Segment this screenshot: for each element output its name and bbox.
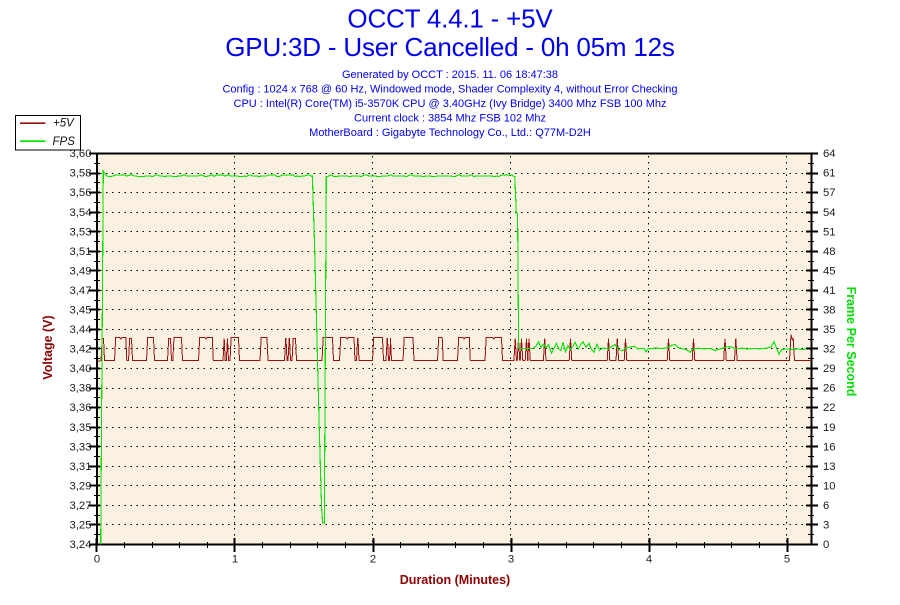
- svg-text:19: 19: [823, 422, 836, 434]
- svg-text:1: 1: [232, 554, 238, 566]
- svg-text:3,44: 3,44: [70, 324, 92, 336]
- svg-text:3,40: 3,40: [70, 363, 92, 375]
- svg-text:0: 0: [823, 539, 829, 551]
- svg-text:41: 41: [823, 285, 836, 297]
- svg-text:CPU : Intel(R) Core(TM) i5-357: CPU : Intel(R) Core(TM) i5-3570K CPU @ 3…: [234, 98, 667, 110]
- svg-text:3,45: 3,45: [70, 305, 92, 317]
- svg-text:3,29: 3,29: [70, 481, 92, 493]
- svg-text:3,53: 3,53: [70, 226, 92, 238]
- svg-text:3: 3: [508, 554, 514, 566]
- svg-text:16: 16: [823, 441, 836, 453]
- svg-text:Config : 1024 x 768 @ 60 Hz, W: Config : 1024 x 768 @ 60 Hz, Windowed mo…: [222, 84, 677, 96]
- svg-text:3,38: 3,38: [70, 383, 92, 395]
- svg-text:6: 6: [823, 500, 829, 512]
- svg-text:Duration (Minutes): Duration (Minutes): [400, 573, 510, 587]
- svg-text:61: 61: [823, 168, 836, 180]
- svg-text:51: 51: [823, 226, 836, 238]
- svg-text:FPS: FPS: [53, 136, 76, 148]
- svg-text:3,54: 3,54: [70, 207, 92, 219]
- svg-text:+5V: +5V: [53, 118, 75, 130]
- svg-text:64: 64: [823, 148, 836, 160]
- svg-text:MotherBoard : Gigabyte Technol: MotherBoard : Gigabyte Technology Co., L…: [309, 127, 591, 139]
- svg-text:3,60: 3,60: [70, 148, 92, 160]
- svg-text:Generated by OCCT : 2015. 11.: Generated by OCCT : 2015. 11. 06 18:47:3…: [342, 69, 558, 81]
- svg-text:3,58: 3,58: [70, 168, 92, 180]
- svg-text:38: 38: [823, 305, 836, 317]
- svg-text:3,36: 3,36: [70, 402, 92, 414]
- svg-text:Voltage (V): Voltage (V): [41, 315, 55, 379]
- svg-text:13: 13: [823, 461, 836, 473]
- svg-text:3,35: 3,35: [70, 422, 92, 434]
- svg-text:35: 35: [823, 324, 836, 336]
- svg-text:22: 22: [823, 402, 836, 414]
- svg-text:3,33: 3,33: [70, 441, 92, 453]
- svg-text:29: 29: [823, 363, 836, 375]
- svg-text:3,56: 3,56: [70, 187, 92, 199]
- svg-text:3,24: 3,24: [70, 539, 92, 551]
- svg-text:3: 3: [823, 520, 829, 532]
- svg-text:3,25: 3,25: [70, 520, 92, 532]
- svg-text:5: 5: [784, 554, 790, 566]
- svg-text:3,27: 3,27: [70, 500, 92, 512]
- svg-text:3,51: 3,51: [70, 246, 92, 258]
- svg-text:57: 57: [823, 187, 836, 199]
- svg-text:OCCT 4.4.1 - +5V: OCCT 4.4.1 - +5V: [347, 4, 553, 34]
- svg-text:54: 54: [823, 207, 836, 219]
- svg-text:26: 26: [823, 383, 836, 395]
- svg-text:32: 32: [823, 344, 836, 356]
- svg-text:3,31: 3,31: [70, 461, 92, 473]
- svg-text:48: 48: [823, 246, 836, 258]
- svg-text:0: 0: [94, 554, 100, 566]
- svg-text:GPU:3D - User Cancelled - 0h 0: GPU:3D - User Cancelled - 0h 05m 12s: [225, 32, 675, 62]
- svg-text:10: 10: [823, 481, 836, 493]
- svg-text:Current clock : 3854 Mhz FSB 1: Current clock : 3854 Mhz FSB 102 Mhz: [354, 113, 546, 125]
- svg-text:Frame Per Second: Frame Per Second: [844, 287, 858, 397]
- svg-text:3,42: 3,42: [70, 344, 92, 356]
- svg-text:45: 45: [823, 265, 836, 277]
- svg-text:3,47: 3,47: [70, 285, 92, 297]
- svg-text:3,49: 3,49: [70, 265, 92, 277]
- svg-text:4: 4: [646, 554, 652, 566]
- svg-text:2: 2: [370, 554, 376, 566]
